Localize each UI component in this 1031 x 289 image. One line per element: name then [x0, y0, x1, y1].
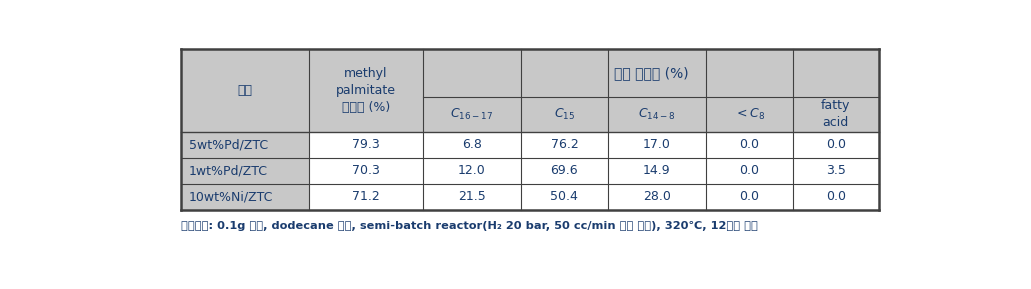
Text: 6.8: 6.8 [462, 138, 481, 151]
Text: 0.0: 0.0 [826, 190, 845, 203]
Text: fatty
acid: fatty acid [821, 99, 851, 129]
Text: 반응 선택성 (%): 반응 선택성 (%) [613, 66, 689, 80]
Text: $C_{14-8}$: $C_{14-8}$ [638, 107, 675, 122]
Text: 10wt%Ni/ZTC: 10wt%Ni/ZTC [189, 190, 273, 203]
Text: $C_{16-17}$: $C_{16-17}$ [451, 107, 494, 122]
Text: 14.9: 14.9 [643, 164, 671, 177]
Text: 70.3: 70.3 [352, 164, 380, 177]
Text: 0.0: 0.0 [739, 164, 759, 177]
Text: 12.0: 12.0 [458, 164, 486, 177]
Text: 50.4: 50.4 [551, 190, 578, 203]
Text: $C_{15}$: $C_{15}$ [554, 107, 575, 122]
Text: 3.5: 3.5 [826, 164, 845, 177]
Text: 28.0: 28.0 [643, 190, 671, 203]
Text: 69.6: 69.6 [551, 164, 578, 177]
Text: 76.2: 76.2 [551, 138, 578, 151]
Text: $<C_8$: $<C_8$ [734, 107, 765, 122]
Text: 17.0: 17.0 [643, 138, 671, 151]
Text: 0.0: 0.0 [826, 138, 845, 151]
Text: 71.2: 71.2 [353, 190, 379, 203]
Text: 반응조건: 0.1g 촉매, dodecane 용매, semi-batch reactor(H₂ 20 bar, 50 cc/min 유량 주입), 320℃: 반응조건: 0.1g 촉매, dodecane 용매, semi-batch r… [180, 221, 758, 231]
Text: 21.5: 21.5 [458, 190, 486, 203]
Text: 촉매: 촉매 [237, 84, 253, 97]
Text: 5wt%Pd/ZTC: 5wt%Pd/ZTC [189, 138, 268, 151]
Text: 1wt%Pd/ZTC: 1wt%Pd/ZTC [189, 164, 268, 177]
Text: 0.0: 0.0 [739, 138, 759, 151]
Text: methyl
palmitate
전환율 (%): methyl palmitate 전환율 (%) [336, 67, 396, 114]
Text: 79.3: 79.3 [353, 138, 379, 151]
Text: 0.0: 0.0 [739, 190, 759, 203]
